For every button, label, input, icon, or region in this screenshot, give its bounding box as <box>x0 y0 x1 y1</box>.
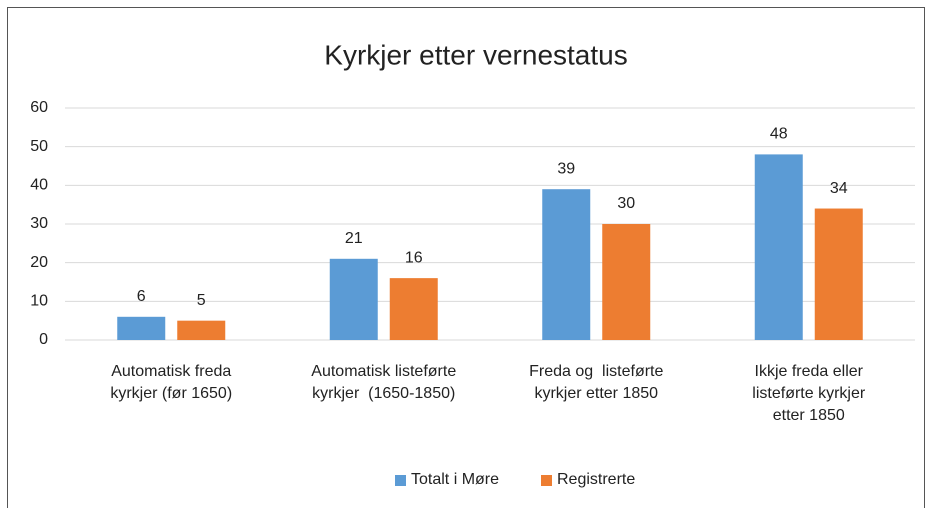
legend-label: Registrerte <box>557 471 635 488</box>
x-tick-label: listeførte kyrkjer <box>752 385 866 402</box>
x-tick-label: kyrkjer (før 1650) <box>110 385 232 402</box>
bar <box>177 320 226 340</box>
bar <box>389 278 438 340</box>
x-tick-label: Freda og listeførte <box>529 363 663 380</box>
x-tick-label: Ikkje freda eller <box>755 363 864 380</box>
y-tick-label: 50 <box>30 138 48 155</box>
bar <box>329 258 378 340</box>
legend-label: Totalt i Møre <box>411 471 499 488</box>
y-tick-label: 10 <box>30 293 48 310</box>
bar <box>542 189 591 340</box>
data-label: 39 <box>557 160 575 177</box>
y-tick-label: 20 <box>30 254 48 271</box>
bar <box>117 316 166 340</box>
y-tick-label: 30 <box>30 215 48 232</box>
data-label: 6 <box>137 288 146 305</box>
x-tick-label: etter 1850 <box>773 407 845 424</box>
data-label: 21 <box>345 230 363 247</box>
bar <box>754 154 803 340</box>
x-tick-label: Automatisk listeførte <box>311 363 456 380</box>
data-label: 5 <box>197 292 206 309</box>
data-label: 16 <box>405 249 423 266</box>
y-tick-label: 40 <box>30 177 48 194</box>
y-tick-label: 60 <box>30 99 48 116</box>
y-tick-label: 0 <box>39 331 48 348</box>
chart-title: Kyrkjer etter vernestatus <box>324 39 627 70</box>
bar <box>602 224 651 340</box>
bar <box>814 208 863 340</box>
legend-swatch <box>541 475 552 486</box>
x-tick-label: kyrkjer etter 1850 <box>534 385 658 402</box>
x-tick-label: kyrkjer (1650-1850) <box>312 385 455 402</box>
data-label: 48 <box>770 126 788 143</box>
data-label: 30 <box>617 195 635 212</box>
legend-swatch <box>395 475 406 486</box>
x-tick-label: Automatisk freda <box>111 363 231 380</box>
data-label: 34 <box>830 180 848 197</box>
